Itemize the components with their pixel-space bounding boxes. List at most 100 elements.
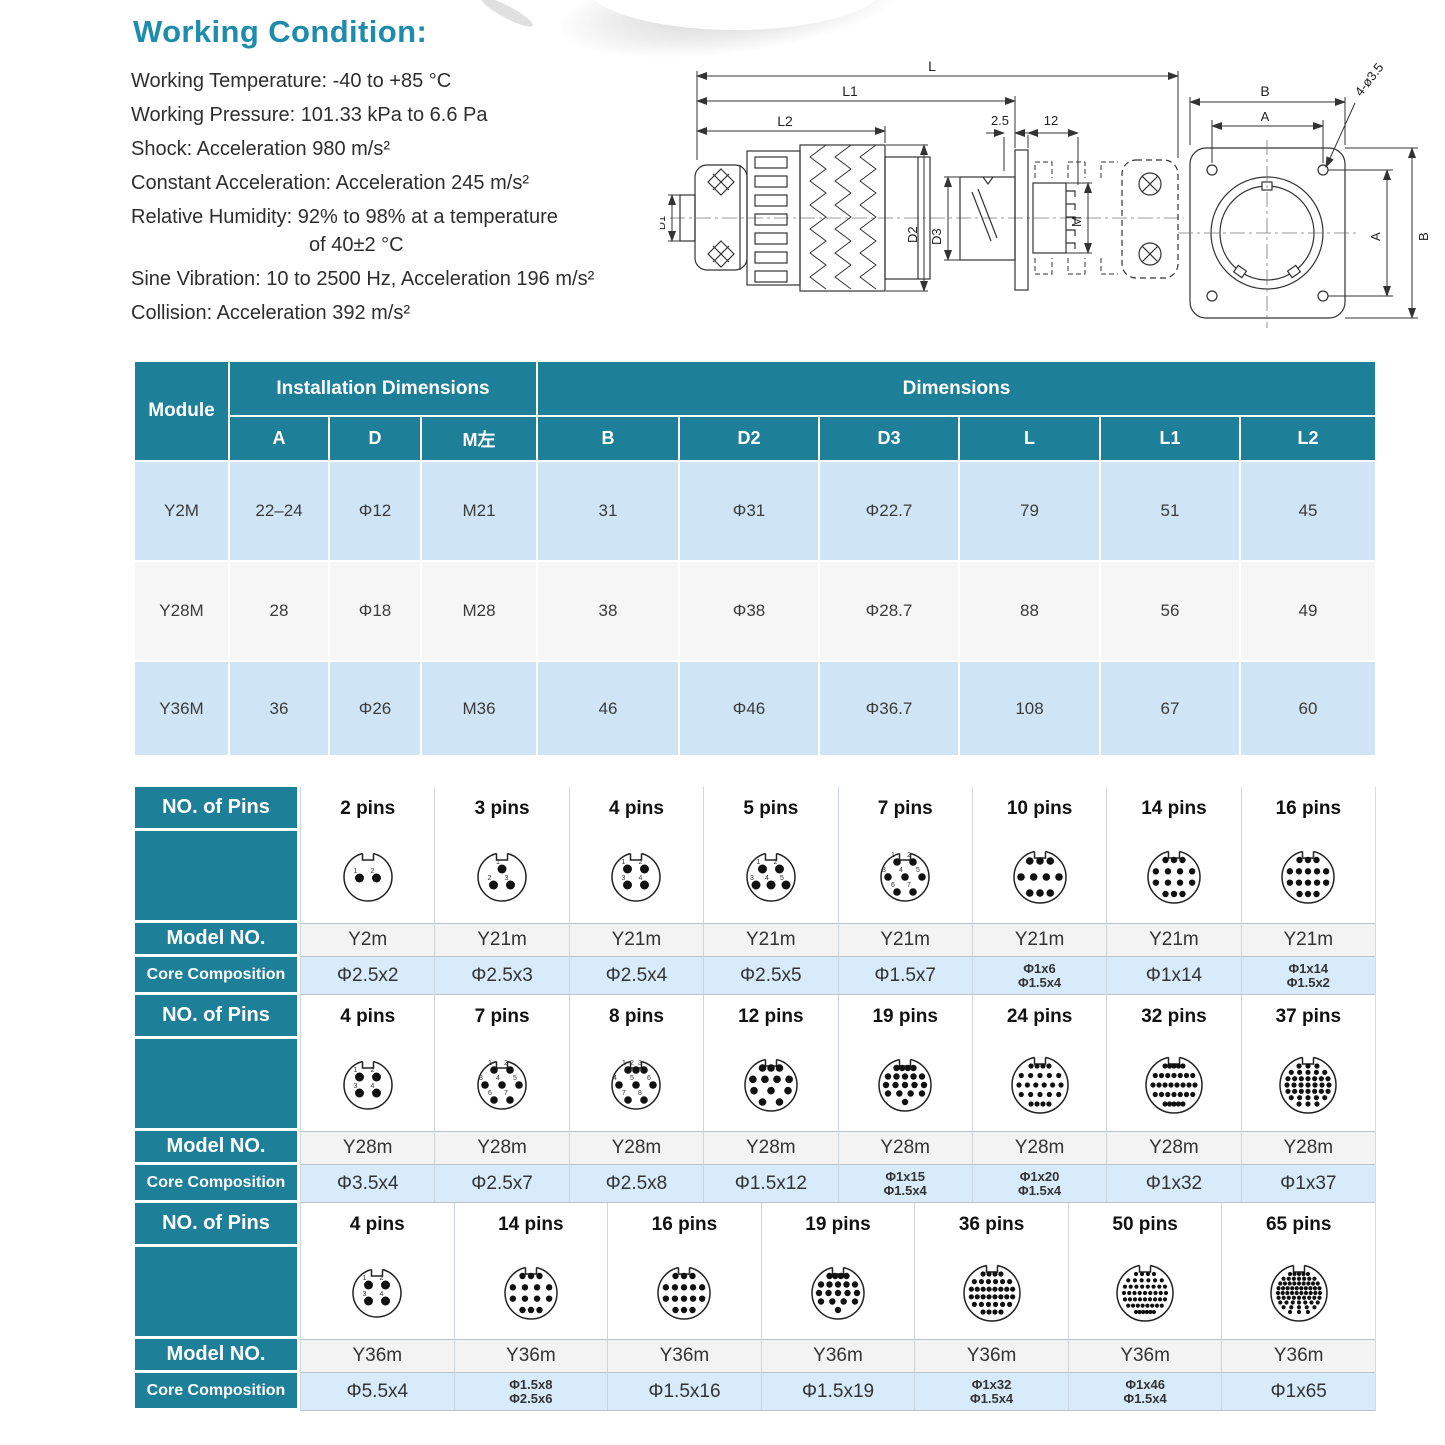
dims-value-cell: 79 (960, 462, 1099, 560)
core-composition-cell: Φ5.5x4 (300, 1373, 454, 1411)
pin-count-header: 19 pins (760, 1203, 915, 1247)
working-condition-line: Constant Acceleration: Acceleration 245 … (131, 172, 529, 194)
model-cell: Y21m (1106, 923, 1241, 957)
pin-table: NO. of Pins Model NO. Core Composition 4 pi… (135, 995, 1375, 1203)
core-composition-cell: Φ1x20 Φ1.5x4 (971, 1165, 1107, 1203)
svg-text:4: 4 (765, 875, 769, 882)
model-cell: Y28m (837, 1131, 972, 1165)
svg-text:2: 2 (630, 1060, 634, 1067)
svg-text:3: 3 (622, 875, 626, 882)
pin-count-header: 7 pins (837, 787, 972, 831)
svg-text:1: 1 (622, 1060, 626, 1067)
working-condition-line: Working Pressure: 101.33 kPa to 6.6 Pa (131, 104, 488, 126)
connector-diagram-cell: 1 2 3 4 (568, 831, 704, 923)
svg-text:1: 1 (488, 1060, 492, 1067)
svg-text:3: 3 (505, 875, 509, 882)
pin-count-header: 8 pins (568, 995, 704, 1039)
svg-text:2.5: 2.5 (991, 113, 1009, 128)
dims-value-cell: M21 (422, 462, 536, 560)
model-cell: Y36m (1221, 1339, 1375, 1373)
svg-text:5: 5 (630, 1075, 634, 1082)
svg-text:1: 1 (363, 1275, 367, 1282)
dims-value-cell: 22–24 (230, 462, 328, 560)
core-composition-cell: Φ1x14 (1106, 957, 1241, 995)
svg-text:A: A (1368, 232, 1383, 241)
pins-row-label: NO. of Pins (135, 1203, 300, 1247)
model-cell: Y21m (703, 923, 838, 957)
module-header-cell: Module (135, 362, 228, 460)
installation-dimensions-header: Installation Dimensions (230, 362, 536, 415)
svg-text:8: 8 (638, 1090, 642, 1097)
pin-count-header: 3 pins (434, 787, 569, 831)
pin-count-header: 50 pins (1067, 1203, 1222, 1247)
connector-diagram-cell (1221, 1247, 1375, 1339)
dims-value-cell: 45 (1241, 462, 1375, 560)
pin-configuration-tables: NO. of Pins Model NO. Core Composition 2 pi… (135, 787, 1376, 1411)
page-title: Working Condition: (133, 14, 428, 49)
svg-text:3: 3 (882, 867, 886, 874)
dimension-lines (668, 71, 1418, 319)
core-composition-cell: Φ1x15 Φ1.5x4 (837, 1165, 972, 1203)
model-cell: Y21m (434, 923, 569, 957)
model-cell: Y21m (971, 923, 1107, 957)
dims-value-cell: Φ38 (680, 562, 818, 660)
core-composition-cell: Φ2.5x4 (568, 957, 704, 995)
model-cell: Y21m (568, 923, 704, 957)
dims-value-cell: Φ12 (330, 462, 420, 560)
svg-text:7: 7 (907, 882, 911, 889)
dims-column-header: D (330, 417, 420, 460)
connector-diagram-cell: 1 2 3 4 5 6 7 (434, 1039, 569, 1131)
pin-count-header: 5 pins (703, 787, 838, 831)
working-condition-line: of 40±2 °C (309, 234, 404, 256)
connector-diagram-cell: 1 2 3 4 (300, 1247, 454, 1339)
connector-diagram-cell (1106, 831, 1241, 923)
model-cell: Y36m (1067, 1339, 1222, 1373)
pin-count-header: 14 pins (453, 1203, 608, 1247)
core-composition-cell: Φ1.5x12 (703, 1165, 838, 1203)
model-row-label: Model NO. (135, 1339, 300, 1373)
dims-column-header: D2 (680, 417, 818, 460)
dims-value-cell: 31 (538, 462, 678, 560)
svg-text:12: 12 (1044, 113, 1058, 128)
pin-count-header: 16 pins (607, 1203, 761, 1247)
pin-table: NO. of Pins Model NO. Core Composition 2 pi… (135, 787, 1375, 995)
dims-value-cell: 46 (538, 662, 678, 755)
model-cell: Y36m (607, 1339, 761, 1373)
connector-face-icon (1147, 848, 1201, 904)
svg-text:1: 1 (496, 859, 500, 866)
pin-count-header: 10 pins (971, 787, 1107, 831)
core-composition-cell: Φ1x14 Φ1.5x2 (1240, 957, 1375, 995)
svg-text:4: 4 (613, 1075, 617, 1082)
svg-text:6: 6 (488, 1090, 492, 1097)
svg-text:4: 4 (380, 1291, 384, 1298)
pin-count-header: 19 pins (837, 995, 972, 1039)
model-cell: Y36m (914, 1339, 1068, 1373)
technical-drawing: L L1 L2 2.5 12 D1 D2 D3 M B A A B 4-ø3.5 (660, 58, 1431, 328)
svg-text:4: 4 (496, 1075, 500, 1082)
core-composition-cell: Φ2.5x7 (434, 1165, 569, 1203)
connector-face-icon (962, 1262, 1021, 1322)
svg-text:3: 3 (750, 875, 754, 882)
svg-text:1: 1 (353, 1067, 357, 1074)
pin-table: NO. of Pins Model NO. Core Composition 4 pi… (135, 1203, 1375, 1411)
model-cell: Y28m (300, 1131, 435, 1165)
core-composition-cell: Φ1x65 (1221, 1373, 1375, 1411)
dims-value-cell: 67 (1101, 662, 1239, 755)
dims-column-header: L (960, 417, 1099, 460)
core-composition-cell: Φ2.5x5 (703, 957, 838, 995)
svg-text:6: 6 (647, 1075, 651, 1082)
dims-value-cell: 28 (230, 562, 328, 660)
dims-value-cell: Φ28.7 (820, 562, 958, 660)
dims-value-cell: 38 (538, 562, 678, 660)
svg-text:5: 5 (916, 867, 920, 874)
connector-face-icon: 1 2 3 4 5 (746, 850, 796, 902)
core-composition-cell: Φ2.5x2 (300, 957, 435, 995)
svg-text:D3: D3 (929, 228, 944, 245)
core-composition-cell: Φ3.5x4 (300, 1165, 435, 1203)
diagram-row-label (135, 831, 300, 923)
working-condition-line: Collision: Acceleration 392 m/s² (131, 302, 411, 324)
model-cell: Y28m (568, 1131, 704, 1165)
connector-face-icon (504, 1264, 558, 1320)
dims-column-header: D3 (820, 417, 958, 460)
svg-text:4: 4 (639, 875, 643, 882)
